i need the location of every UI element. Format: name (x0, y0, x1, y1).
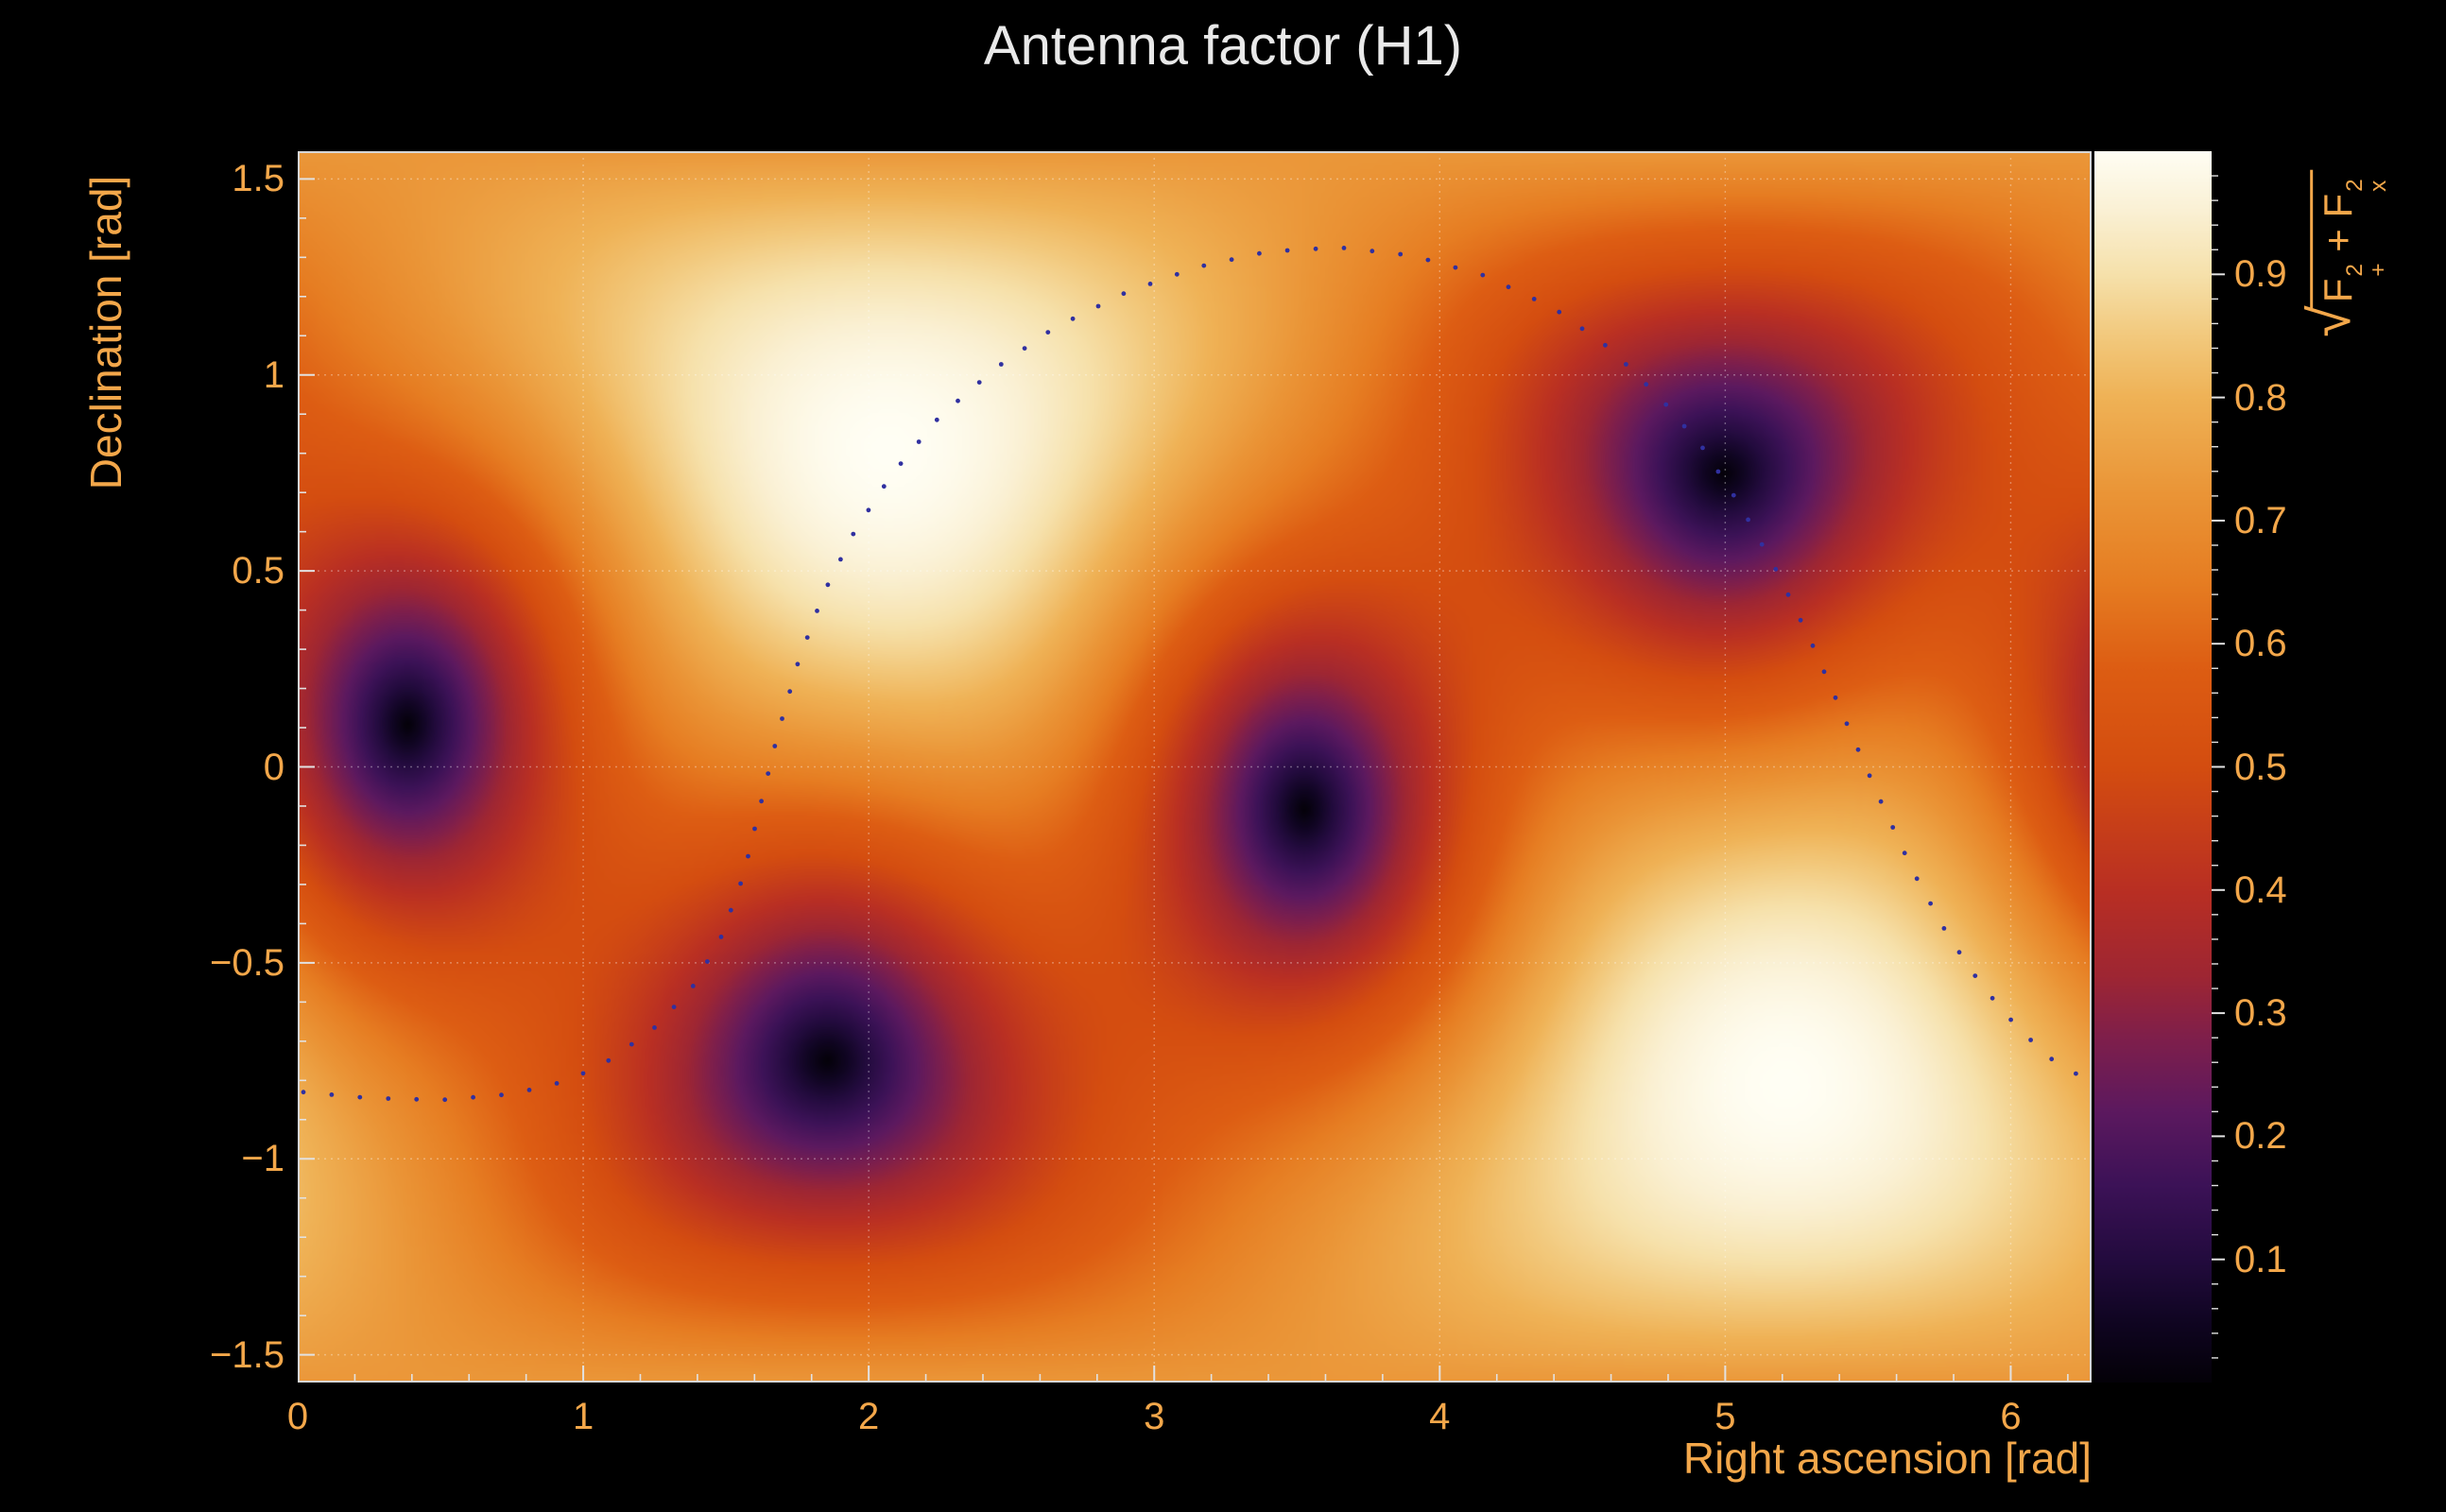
x-tick-label: 0 (286, 1396, 309, 1437)
fplus-base: F (2316, 278, 2361, 303)
y-tick-label: 1.5 (232, 158, 284, 200)
y-tick-label: −1.5 (210, 1333, 284, 1376)
y-tick-label: 1 (263, 353, 284, 396)
plot-area (298, 151, 2092, 1383)
colorbar-tick-label: 0.8 (2234, 376, 2287, 419)
colorbar (2094, 151, 2212, 1383)
y-tick-label: −0.5 (210, 941, 284, 984)
plus-sign: + (2316, 217, 2361, 264)
colorbar-ticks (2212, 175, 2225, 1359)
chart-title: Antenna factor (H1) (983, 15, 1463, 77)
colorbar-tick-label: 0.4 (2234, 868, 2287, 911)
x-tick-label: 3 (1144, 1396, 1165, 1437)
y-tick-label: 0 (263, 746, 284, 788)
x-tick-label: 4 (1429, 1396, 1451, 1437)
x-axis-title: Right ascension [rad] (1682, 1434, 2092, 1483)
colorbar-tick-label: 0.5 (2234, 746, 2287, 788)
fplus-sub: + (2365, 263, 2391, 277)
colorbar-tick-label: 0.6 (2234, 623, 2287, 665)
y-tick-label: −1 (241, 1138, 284, 1180)
fcross-sup: 2 (2342, 179, 2368, 192)
x-tick-label: 1 (572, 1396, 594, 1437)
heatmap-canvas (298, 151, 2092, 1383)
x-tick-label: 2 (858, 1396, 880, 1437)
y-axis-title: Declination [rad] (81, 175, 130, 490)
fcross-base: F (2316, 193, 2361, 218)
colorbar-tick-label: 0.2 (2234, 1115, 2287, 1158)
colorbar-tick-label: 0.7 (2234, 499, 2287, 541)
fcross-sub: x (2365, 180, 2391, 192)
fplus-sup: 2 (2342, 264, 2368, 277)
x-tick-label: 6 (2000, 1396, 2022, 1437)
y-tick-label: 0.5 (232, 550, 284, 593)
colorbar-tick-label: 0.3 (2234, 992, 2287, 1035)
colorbar-tick-label: 0.1 (2234, 1238, 2287, 1280)
colorbar-tick-label: 0.9 (2234, 253, 2287, 296)
radical-sign: √ (2298, 305, 2363, 337)
colorbar-gradient (2094, 151, 2212, 1383)
fplus-scripts: 2 + (2342, 263, 2391, 277)
x-tick-label: 5 (1714, 1396, 1736, 1437)
